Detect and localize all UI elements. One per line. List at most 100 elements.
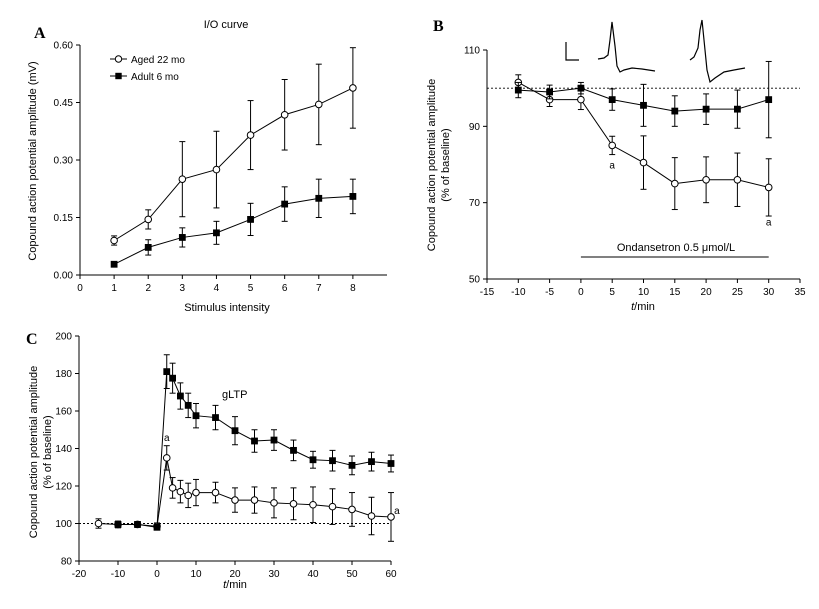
panel-b-series-squares	[514, 60, 773, 139]
panel-b-annotation: Ondansetron 0.5 μmol/L	[617, 242, 735, 254]
panel-a-series-circles	[110, 47, 357, 246]
panel-a-title: I/O curve	[204, 19, 249, 31]
panel-c-data-point	[192, 488, 200, 497]
panel-b-y-tick-label: 50	[469, 275, 481, 286]
panel-c-data-point	[134, 521, 141, 528]
panel-a-ylabel: Copound action potential amplitude (mV)	[27, 61, 39, 260]
panel-a-series-line	[113, 87, 354, 241]
panel-a-data-point	[246, 131, 255, 139]
panel-c-data-point	[184, 401, 192, 409]
legend-adult-marker	[115, 72, 122, 80]
panel-a-x-tick-label: 4	[214, 283, 220, 294]
panel-b-data-point	[765, 96, 773, 104]
panel-c-data-point	[348, 461, 356, 469]
panel-b-x-tick-label: 0	[578, 287, 584, 298]
panel-a-x-tick-label: 1	[111, 283, 117, 294]
panel-b-letter: B	[433, 18, 444, 35]
panel-b-data-point	[734, 105, 741, 113]
panel-b-data-point	[764, 183, 773, 192]
panel-a-y-tick-label: 0.00	[54, 271, 74, 282]
panel-b-y-tick-label: 110	[464, 46, 480, 57]
panel-c-y-tick-label: 80	[61, 557, 73, 568]
panel-a-letter: A	[34, 25, 46, 42]
panel-c-data-point	[367, 512, 376, 520]
panel-c-data-point	[328, 502, 337, 511]
panel-c-data-point	[114, 521, 122, 528]
panel-b-x-tick-label: 20	[701, 287, 713, 298]
panel-a-data-point	[349, 193, 357, 200]
panel-c-plot: -20 -10 0 10 20 30 40 50 60 80 100 120 140 160 180 200 a…	[55, 332, 400, 581]
panel-b-significance-mark: a	[766, 218, 772, 229]
panel-c-data-point	[176, 487, 185, 496]
panel-c-significance-mark: a	[394, 506, 400, 517]
legend-adult-label: Adult 6 mo	[131, 72, 179, 83]
panel-c-y-tick-label: 140	[55, 444, 72, 455]
panel-c-data-point	[270, 436, 278, 444]
panel-b-data-point	[546, 88, 553, 96]
panel-c-x-tick-label: 20	[229, 569, 241, 580]
panel-c-data-point	[368, 458, 375, 466]
panel-c-data-point	[212, 414, 219, 421]
panel-c-y-tick-label: 180	[55, 369, 72, 380]
panel-c-xlabel: t/min	[223, 579, 247, 591]
panel-c-x-tick-label: 10	[190, 569, 202, 580]
panel-b-x-tick-label: 30	[763, 287, 775, 298]
panel-b: B t/min Copound action potential amplitu…	[426, 18, 746, 313]
panel-c-data-point	[329, 457, 336, 465]
panel-b-data-point	[702, 175, 710, 184]
panel-b-x-tick-label: -5	[545, 287, 554, 298]
legend-aged-marker	[114, 55, 123, 63]
panel-c-data-point	[348, 505, 356, 514]
panel-a-plot: 0 1 2 3 4 5 6 7 8 0.00 0.15 0.30 0.45 0.60	[54, 41, 387, 294]
panel-b-x-tick-label: 35	[794, 287, 806, 298]
panel-c-data-point	[387, 460, 395, 467]
panel-b-data-point	[608, 96, 616, 104]
panel-c-data-point	[270, 499, 278, 507]
panel-a-y-tick-label: 0.15	[54, 213, 74, 224]
panel-b-data-point	[608, 141, 617, 150]
panel-b-y-tick-label: 70	[469, 198, 481, 209]
panel-b-xlabel: t/min	[631, 301, 655, 313]
panel-c-significance-mark: a	[164, 433, 170, 444]
panel-c-x-tick-label: 40	[307, 569, 319, 580]
trace-1	[597, 21, 656, 73]
panel-b-data-point	[733, 175, 742, 184]
panel-b-data-point	[514, 86, 522, 94]
panel-b-data-point	[702, 105, 710, 113]
panel-b-significance-mark: a	[609, 160, 615, 171]
panel-a-x-tick-label: 7	[316, 283, 322, 294]
panel-c-data-point	[290, 446, 297, 454]
panel-a-x-tick-label: 8	[350, 283, 356, 294]
panel-c-y-tick-label: 120	[55, 482, 72, 493]
panel-b-x-tick-label: 25	[732, 287, 744, 298]
panel-b-ylabel: Copound action potential amplitude (% of …	[426, 79, 452, 251]
panel-b-series-circles	[514, 74, 773, 217]
panel-a-data-point	[212, 165, 221, 174]
panel-c-data-point	[163, 368, 171, 376]
panel-a-y-tick-label: 0.60	[54, 41, 74, 52]
panel-c: C t/min Copound action potential amplitu…	[26, 331, 247, 591]
panel-a-data-point	[178, 175, 187, 183]
panel-c-data-point	[231, 427, 239, 435]
panel-c-y-tick-label: 160	[55, 407, 72, 418]
panel-b-data-point	[640, 101, 647, 109]
legend-aged-label: Aged 22 mo	[131, 55, 185, 66]
panel-c-data-point	[169, 374, 176, 382]
panel-c-series-line	[98, 457, 392, 527]
panel-a-x-tick-label: 2	[145, 283, 151, 294]
panel-c-data-point	[177, 392, 184, 400]
panel-a-data-point	[213, 229, 220, 237]
panel-c-annotation: gLTP	[222, 389, 247, 401]
panel-a-data-point	[110, 260, 118, 268]
panel-a-x-tick-label: 3	[180, 283, 186, 294]
panel-a-series-squares	[110, 178, 357, 268]
panel-c-x-tick-label: 60	[385, 569, 397, 580]
panel-a-data-point	[281, 200, 289, 208]
panel-a-y-tick-label: 0.45	[54, 98, 74, 109]
panel-b-data-point	[639, 158, 648, 167]
panel-b-data-point	[577, 95, 585, 104]
panel-c-data-point	[153, 523, 161, 531]
panel-c-data-point	[162, 454, 171, 462]
panel-a-data-point	[314, 100, 323, 109]
